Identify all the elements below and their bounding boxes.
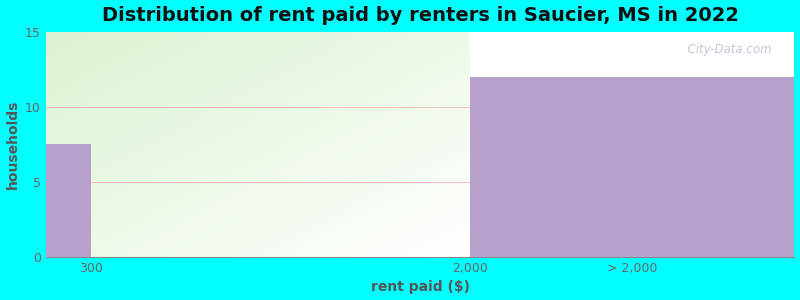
Title: Distribution of rent paid by renters in Saucier, MS in 2022: Distribution of rent paid by renters in … bbox=[102, 6, 738, 25]
Y-axis label: households: households bbox=[6, 100, 19, 189]
Bar bbox=[46, 144, 90, 257]
Bar bbox=[470, 77, 794, 257]
Bar bbox=[470, 32, 794, 257]
X-axis label: rent paid ($): rent paid ($) bbox=[370, 280, 470, 294]
Text: City-Data.com: City-Data.com bbox=[680, 43, 772, 56]
